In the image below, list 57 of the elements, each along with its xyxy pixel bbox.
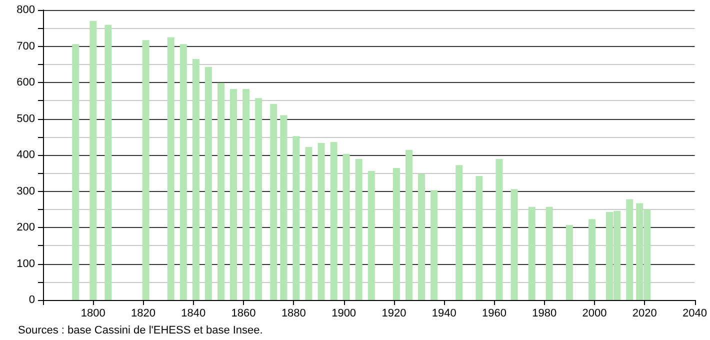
bar <box>405 150 412 300</box>
bar <box>528 206 536 300</box>
bar <box>330 142 338 300</box>
bar <box>496 158 503 300</box>
bar <box>566 224 573 300</box>
bar <box>280 115 288 300</box>
bar <box>418 174 426 300</box>
bar <box>456 165 463 300</box>
bar <box>204 66 212 300</box>
bar <box>368 170 375 300</box>
x-tick-label: 1920 <box>382 308 406 320</box>
x-tick-label: 1980 <box>532 308 557 320</box>
bar <box>626 199 634 300</box>
source-note: Sources : base Cassini de l'EHESS et base Insee. <box>18 324 263 336</box>
bar <box>104 24 112 300</box>
bar <box>318 143 325 300</box>
bar <box>180 44 187 300</box>
bar <box>510 189 518 300</box>
x-tick-label: 2020 <box>632 308 657 320</box>
x-tick-label: 2000 <box>582 308 607 320</box>
x-tick-label: 1960 <box>482 308 506 320</box>
bar <box>476 176 483 300</box>
bar <box>192 58 200 300</box>
bar <box>270 104 278 300</box>
y-tick-label: 600 <box>16 76 35 88</box>
x-tick-label: 1880 <box>281 308 306 320</box>
bar <box>72 44 80 300</box>
y-tick-label: 500 <box>16 112 35 125</box>
bar <box>292 136 300 300</box>
bar <box>90 20 97 300</box>
bar <box>142 40 150 300</box>
bar <box>355 158 362 300</box>
y-tick-label: 100 <box>16 258 35 270</box>
bar <box>255 98 262 300</box>
y-tick-label: 400 <box>16 149 35 161</box>
x-tick-label: 1940 <box>432 308 456 320</box>
bar <box>242 89 250 300</box>
bar <box>546 206 553 300</box>
y-tick-label: 0 <box>28 294 35 306</box>
bar <box>588 219 596 300</box>
bar <box>167 37 174 300</box>
bar <box>392 168 400 300</box>
bar <box>230 89 238 300</box>
x-tick-label: 2040 <box>682 308 708 320</box>
bar <box>342 154 350 300</box>
y-tick-label: 800 <box>16 4 35 16</box>
y-tick-label: 700 <box>16 40 35 52</box>
x-tick-label: 1840 <box>181 308 206 320</box>
bar <box>217 82 224 300</box>
x-tick-label: 1820 <box>131 308 156 320</box>
x-tick-label: 1900 <box>332 308 356 320</box>
x-tick-label: 1860 <box>231 308 256 320</box>
x-tick-label: 1800 <box>80 308 106 320</box>
y-tick-label: 300 <box>16 185 35 198</box>
bar <box>305 147 312 300</box>
bar <box>430 190 438 300</box>
y-tick-label: 200 <box>16 222 35 234</box>
